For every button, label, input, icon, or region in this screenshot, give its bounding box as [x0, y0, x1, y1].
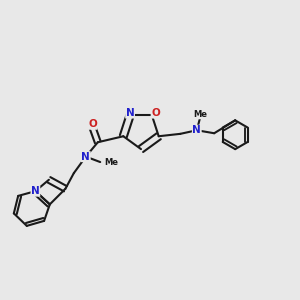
Text: N: N — [81, 152, 90, 162]
Text: N: N — [192, 125, 201, 135]
Text: N: N — [31, 186, 40, 196]
Text: Me: Me — [105, 158, 119, 166]
Text: O: O — [88, 119, 97, 129]
Text: Me: Me — [193, 110, 207, 119]
Text: O: O — [151, 108, 160, 118]
Text: N: N — [126, 108, 134, 118]
